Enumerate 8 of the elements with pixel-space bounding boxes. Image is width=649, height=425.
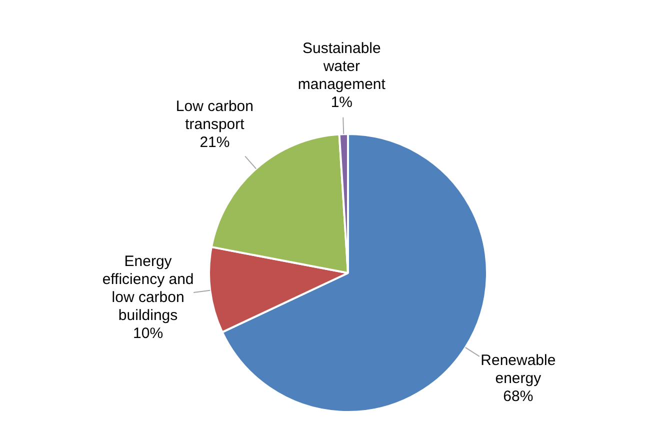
slice-label: Renewable energy bbox=[480, 352, 556, 387]
slice-label: Low carbon transport bbox=[176, 98, 254, 134]
slice-label: Energy efficiency and low carbon buildings bbox=[102, 252, 194, 324]
data-label: 10% bbox=[133, 324, 164, 342]
slice-label: Sustainable water management bbox=[298, 40, 386, 93]
data-label: 68% bbox=[503, 388, 534, 405]
data-label: 21% bbox=[200, 134, 230, 152]
data-label: 1% bbox=[330, 94, 353, 111]
